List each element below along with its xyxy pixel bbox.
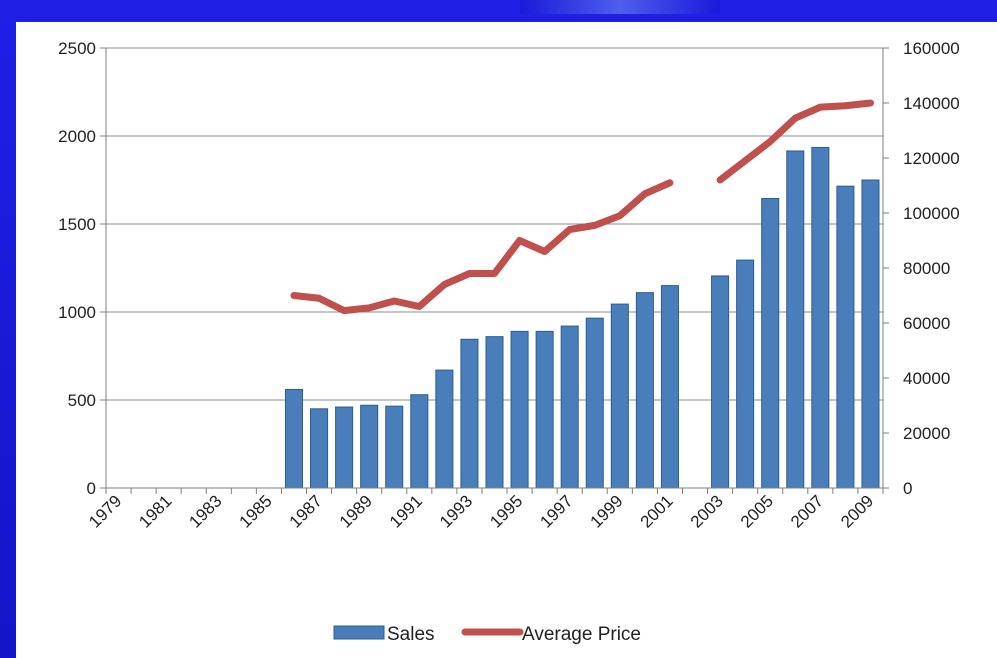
sales-bar: [811, 146, 830, 489]
sales-bar: [360, 404, 379, 489]
sales-bar: [786, 150, 805, 489]
sales-bar: [284, 388, 304, 489]
sales-bar: [736, 259, 755, 489]
right-tick-label: 0: [903, 479, 912, 498]
legend-average-price-label: Average Price: [522, 624, 641, 645]
x-tick-label: 2009: [837, 491, 877, 531]
average-price-line-segment: [716, 99, 874, 184]
x-tick-label: 1987: [286, 491, 326, 531]
sales-bar: [485, 336, 504, 489]
legend: Sales Average Price: [333, 624, 641, 645]
sales-bar: [310, 408, 329, 489]
left-tick-label: 1000: [58, 303, 96, 322]
sales-bar: [410, 394, 429, 489]
sales-bar: [761, 197, 780, 489]
x-tick-label: 1997: [536, 491, 576, 531]
right-tick-label: 60000: [903, 314, 950, 333]
x-tick-label: 1991: [386, 491, 426, 531]
legend-sales-swatch: [333, 625, 385, 640]
right-tick-label: 40000: [903, 369, 950, 388]
left-tick-label: 1500: [58, 215, 96, 234]
x-tick-label: 1995: [486, 491, 526, 531]
legend-sales-label: Sales: [387, 624, 435, 645]
x-tick-label: 1985: [236, 491, 276, 531]
left-tick-label: 2500: [58, 39, 96, 58]
sales-bar: [711, 275, 730, 489]
average-price-line-segment: [290, 179, 674, 315]
left-tick-label: 2000: [58, 127, 96, 146]
right-tick-label: 140000: [903, 94, 960, 113]
x-tick-label: 1993: [436, 491, 476, 531]
sales-bars: [284, 146, 880, 489]
x-tick-label: 2005: [737, 491, 777, 531]
sales-bar: [535, 330, 554, 489]
right-tick-label: 120000: [903, 149, 960, 168]
left-axis-ticks: 0 500 1000 1500 2000 2500: [58, 39, 106, 498]
x-tick-label: 1989: [336, 491, 376, 531]
right-axis-ticks: 0 20000 40000 60000 80000 100000 120000 140000 1…: [883, 39, 960, 498]
x-tick-label: 2003: [687, 491, 727, 531]
slide-accent-bar: [520, 0, 720, 14]
right-tick-label: 80000: [903, 259, 950, 278]
sales-price-chart: 0 500 1000 1500 2000 2500 0 20000 40000 60000 800…: [58, 39, 960, 645]
sales-bar: [836, 185, 855, 489]
sales-bar: [585, 317, 604, 489]
sales-bar: [861, 179, 880, 489]
sales-bar: [510, 330, 529, 489]
x-tick-label: 1999: [586, 491, 626, 531]
x-tick-label: 2007: [787, 491, 827, 531]
x-axis-ticks: 1979 1981 1983 1985 1987 1989 1991 1993 1995 1997…: [85, 488, 884, 532]
average-price-line: [290, 99, 874, 315]
chart-panel: 0 500 1000 1500 2000 2500 0 20000 40000 60000 800…: [16, 22, 997, 658]
right-tick-label: 100000: [903, 204, 960, 223]
sales-bar: [460, 338, 479, 489]
sales-bar: [660, 285, 679, 489]
sales-bar: [335, 406, 354, 489]
right-tick-label: 20000: [903, 424, 950, 443]
right-tick-label: 160000: [903, 39, 960, 58]
sales-bar: [635, 292, 654, 489]
x-tick-label: 2001: [637, 491, 677, 531]
left-tick-label: 0: [87, 479, 96, 498]
sales-bar: [435, 369, 454, 489]
x-tick-label: 1983: [185, 491, 225, 531]
sales-bar: [560, 325, 579, 489]
x-tick-label: 1981: [135, 491, 175, 531]
sales-bar: [610, 303, 629, 489]
sales-bar: [385, 405, 404, 489]
left-tick-label: 500: [68, 391, 96, 410]
